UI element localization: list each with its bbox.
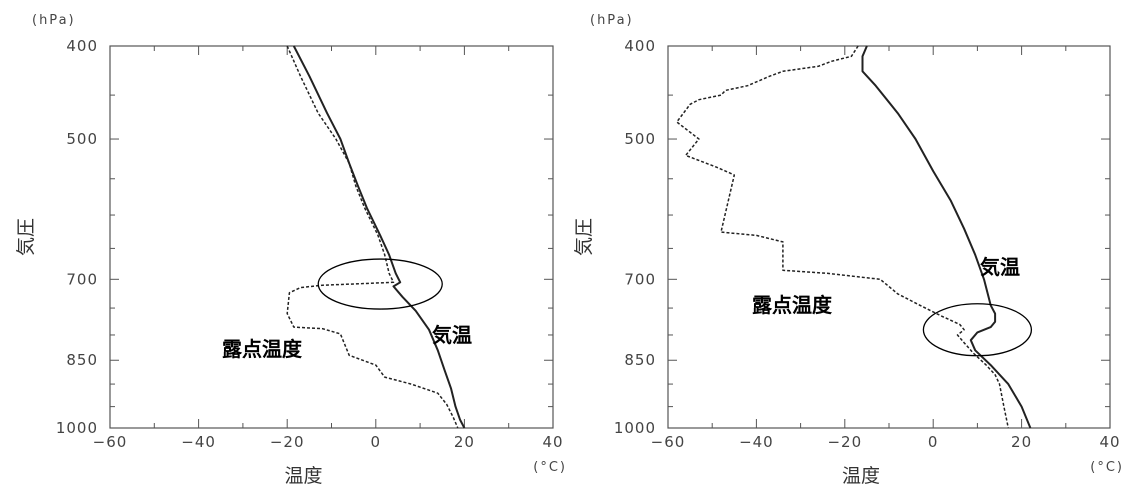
x-tick-label: 20 (454, 433, 475, 451)
x-unit-label: (°C) (1090, 460, 1124, 475)
x-tick-label: −60 (651, 433, 686, 451)
x-tick-label: 40 (1099, 433, 1120, 451)
y-tick-label: 700 (624, 270, 656, 288)
y-axis-title: 気圧 (573, 218, 595, 256)
dewpoint-line (286, 45, 459, 429)
dewpoint-annotation: 露点温度 (222, 337, 303, 361)
y-tick-label: 400 (66, 37, 98, 55)
temperature-line (861, 45, 1032, 429)
dewpoint-line (676, 45, 1010, 429)
temperature-annotation: 気温 (980, 255, 1020, 279)
y-tick-label: 500 (66, 130, 98, 148)
y-tick-label: 850 (66, 351, 98, 369)
x-tick-label: −40 (739, 433, 774, 451)
temperature-line (292, 45, 466, 429)
sounding-panel-left: −60 −40 −20 0 20 40 400 500 700 850 1000 (hPa) (°C) 温… (15, 13, 567, 487)
y-unit-label: (hPa) (590, 13, 634, 28)
y-tick-label: 500 (624, 130, 656, 148)
x-unit-label: (°C) (533, 460, 567, 475)
y-tick-label: 1000 (56, 419, 98, 437)
x-tick-label: −40 (181, 433, 216, 451)
temperature-annotation: 気温 (432, 323, 472, 347)
x-tick-label: 0 (371, 433, 382, 451)
y-axis-title: 気圧 (15, 218, 37, 256)
x-tick-label: 0 (928, 433, 939, 451)
x-tick-label: −60 (93, 433, 128, 451)
dewpoint-annotation: 露点温度 (752, 293, 833, 317)
y-tick-label: 400 (624, 37, 656, 55)
x-tick-label: 40 (542, 433, 563, 451)
x-tick-label: −20 (827, 433, 862, 451)
x-tick-label: −20 (270, 433, 305, 451)
inversion-highlight-circle (317, 258, 443, 310)
y-unit-label: (hPa) (32, 13, 76, 28)
x-tick-label: 20 (1011, 433, 1032, 451)
x-axis-title: 温度 (284, 465, 322, 487)
sounding-panel-right: −60 −40 −20 0 20 40 400 500 700 850 1000 (hPa) (°C) 温… (573, 13, 1124, 487)
inversion-highlight-circle (922, 303, 1033, 357)
plot-frame (109, 45, 554, 429)
y-tick-label: 700 (66, 270, 98, 288)
y-tick-label: 850 (624, 351, 656, 369)
x-axis-title: 温度 (842, 465, 880, 487)
y-tick-label: 1000 (614, 419, 656, 437)
